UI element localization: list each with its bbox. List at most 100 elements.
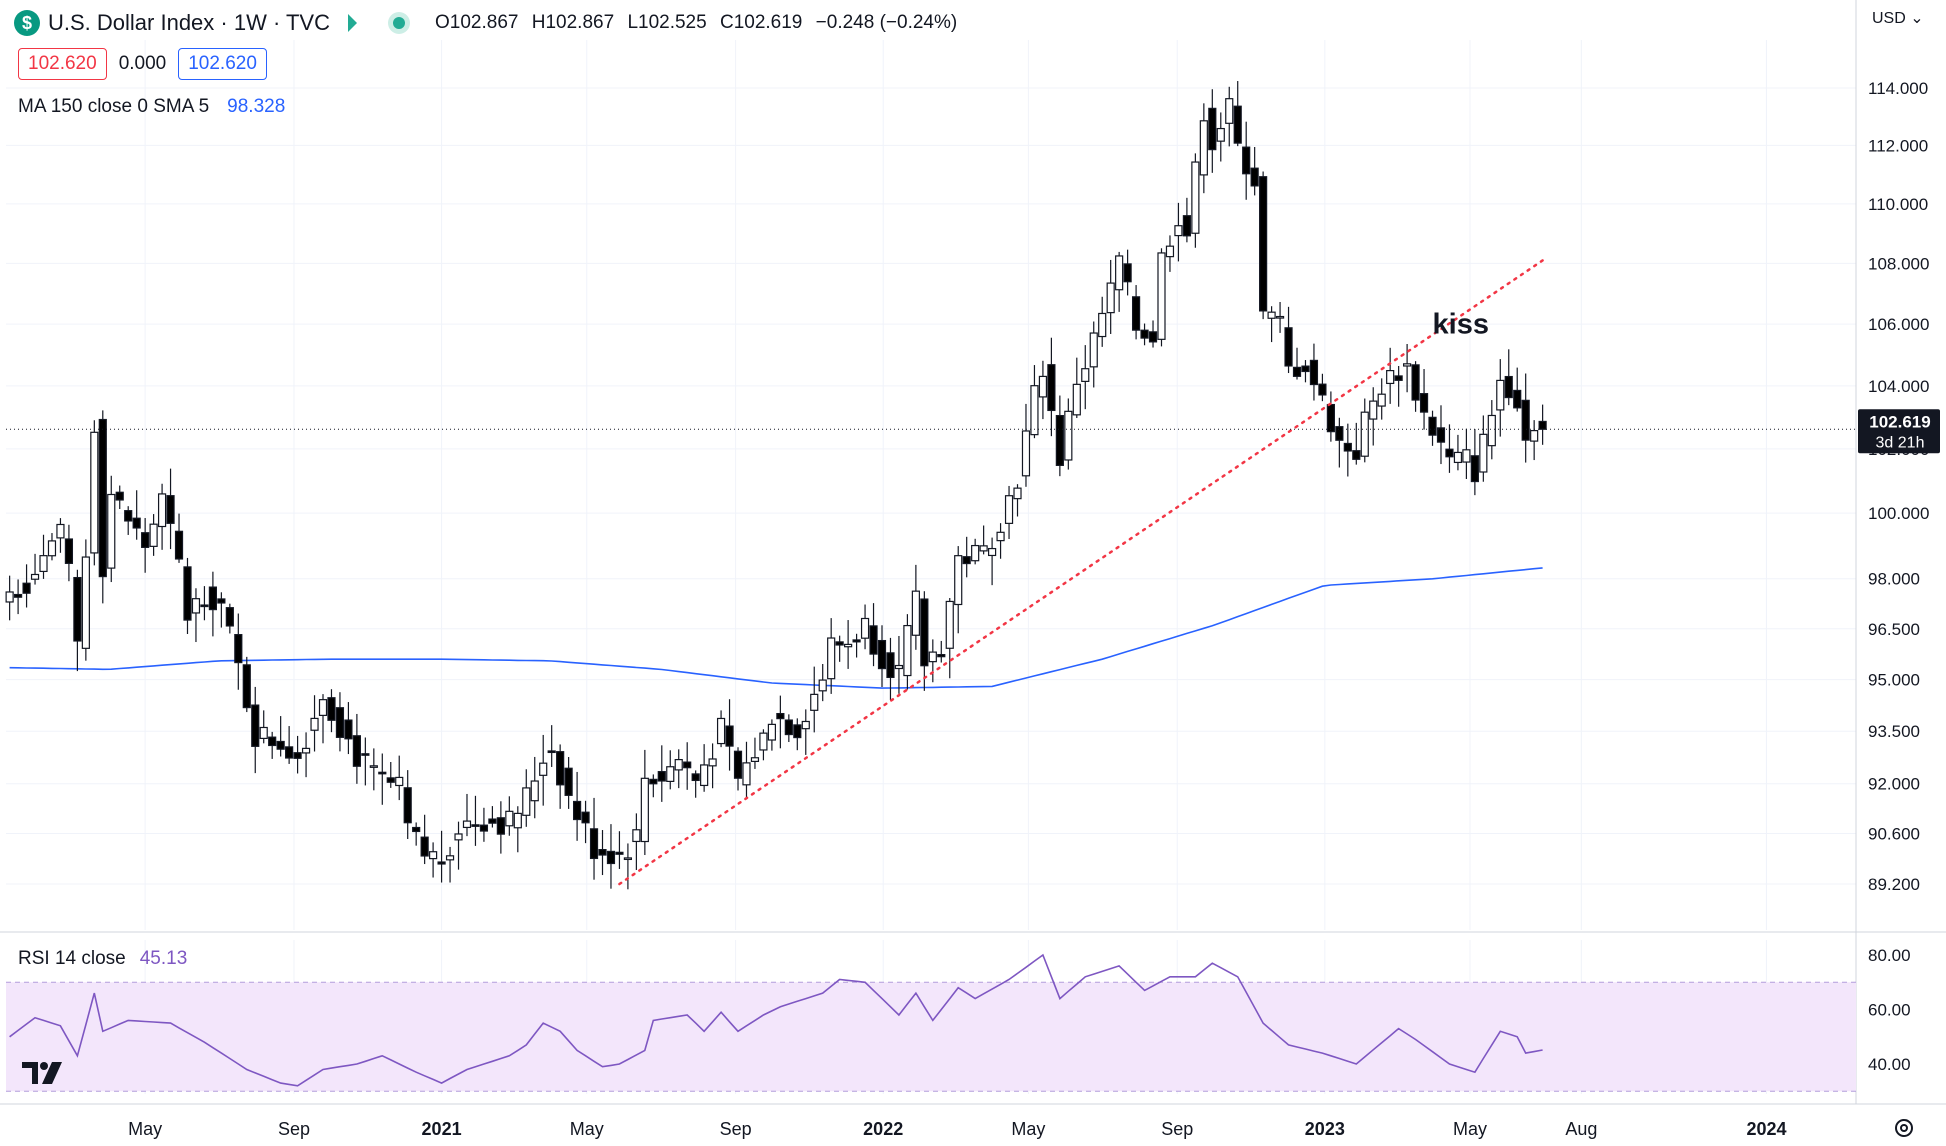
candle	[979, 525, 988, 555]
spread-value: 0.000	[118, 53, 167, 74]
time-tick-label[interactable]: Sep	[1161, 1119, 1193, 1139]
candle	[429, 842, 438, 878]
price-tick-label[interactable]: 112.000	[1868, 136, 1928, 155]
price-tick-label[interactable]: 90.600	[1868, 824, 1920, 843]
candle	[234, 613, 243, 690]
price-tick-label[interactable]: 93.500	[1868, 722, 1920, 741]
price-tick-label[interactable]: 110.000	[1868, 195, 1928, 214]
time-tick-label[interactable]: 2024	[1746, 1119, 1786, 1139]
candle	[1233, 81, 1242, 147]
candle	[335, 692, 345, 752]
candle	[1504, 349, 1513, 406]
candle	[598, 830, 607, 876]
price-tick-label[interactable]: 106.000	[1868, 315, 1929, 334]
candle	[1275, 302, 1285, 333]
time-tick-label[interactable]: 2022	[863, 1119, 903, 1139]
symbol-title[interactable]: U.S. Dollar Index · 1W · TVC	[48, 10, 330, 35]
candle	[1140, 323, 1149, 346]
ma-150-path	[9, 567, 1543, 689]
trendline-path[interactable]	[618, 259, 1544, 886]
candle	[157, 483, 167, 550]
candle	[174, 513, 184, 563]
candle	[115, 485, 124, 510]
trendline[interactable]	[618, 259, 1544, 886]
rsi-tick-label[interactable]: 60.00	[1868, 1001, 1911, 1020]
candle	[1021, 403, 1031, 487]
price-tick-label[interactable]: 89.200	[1868, 875, 1920, 894]
candle	[64, 524, 74, 582]
candle	[640, 749, 649, 856]
candle	[200, 586, 209, 621]
time-tick-label[interactable]: May	[1453, 1119, 1487, 1139]
candle	[1047, 337, 1056, 437]
rsi-tick-label[interactable]: 80.00	[1868, 946, 1911, 965]
candle	[860, 604, 870, 650]
time-tick-label[interactable]: 2023	[1305, 1119, 1345, 1139]
kiss-annotation[interactable]: kiss	[1433, 308, 1489, 340]
candle	[1165, 235, 1175, 272]
candle	[708, 743, 717, 789]
candle	[242, 656, 251, 713]
currency-selector[interactable]: USD ⌄	[1872, 8, 1924, 28]
dollar-logo-icon: $	[14, 10, 40, 36]
candle	[352, 713, 361, 784]
time-tick-label[interactable]: Sep	[720, 1119, 752, 1139]
price-tick-label[interactable]: 92.000	[1868, 775, 1920, 794]
flag-icon[interactable]	[348, 14, 357, 32]
price-tick-label[interactable]: 114.000	[1868, 79, 1928, 98]
tradingview-logo-icon[interactable]	[22, 1058, 72, 1088]
time-tick-label[interactable]: May	[128, 1119, 162, 1139]
time-tick-label[interactable]: Aug	[1565, 1119, 1597, 1139]
candle	[1487, 400, 1496, 460]
last-price-value: 102.619	[1869, 412, 1930, 431]
candle	[1242, 121, 1251, 200]
candle	[132, 490, 141, 540]
ma-150-line	[9, 567, 1543, 689]
candle	[1411, 361, 1420, 412]
time-tick-label[interactable]: Sep	[278, 1119, 310, 1139]
candle	[462, 793, 472, 837]
time-tick-label[interactable]: May	[1011, 1119, 1045, 1139]
candle	[522, 769, 531, 827]
price-tick-label[interactable]: 98.000	[1868, 570, 1920, 589]
rsi-value: 45.13	[139, 948, 188, 969]
candle	[1191, 153, 1200, 248]
last-price-label-bg[interactable]	[1858, 409, 1940, 454]
candle	[784, 714, 793, 743]
price-tick-label[interactable]: 96.500	[1868, 620, 1920, 639]
candle	[1496, 359, 1505, 437]
market-status-icon[interactable]	[393, 17, 405, 29]
candle	[556, 744, 565, 809]
gear-icon[interactable]	[1892, 1116, 1916, 1140]
trade-row: 102.620 0.000 102.620	[18, 48, 267, 80]
candle	[395, 755, 404, 801]
candle	[911, 564, 920, 650]
symbol-header[interactable]: $ U.S. Dollar Index · 1W · TVC O102.867 …	[14, 6, 965, 40]
sell-price-box[interactable]: 102.620	[18, 48, 107, 80]
time-tick-label[interactable]: May	[570, 1119, 604, 1139]
ma-legend[interactable]: MA 150 close 0 SMA 5 98.328	[18, 96, 285, 118]
candle	[657, 745, 666, 802]
candle	[954, 546, 963, 634]
buy-price-box[interactable]: 102.620	[178, 48, 267, 80]
candle	[208, 571, 217, 637]
candle	[285, 726, 294, 764]
candle	[141, 518, 150, 573]
price-tick-label[interactable]: 95.000	[1868, 671, 1920, 690]
rsi-tick-label[interactable]: 40.00	[1868, 1055, 1911, 1074]
candle	[191, 588, 201, 643]
price-tick-label[interactable]: 108.000	[1868, 254, 1929, 273]
candle	[1453, 434, 1463, 471]
candle	[733, 747, 743, 791]
candle	[572, 771, 582, 841]
price-tick-label[interactable]: 100.000	[1868, 504, 1929, 523]
price-tick-label[interactable]: 104.000	[1868, 377, 1929, 396]
candle	[1326, 391, 1335, 442]
candle	[445, 846, 455, 883]
candle	[471, 795, 480, 846]
candle	[73, 569, 82, 672]
rsi-legend[interactable]: RSI 14 close 45.13	[18, 948, 187, 970]
candle	[1072, 357, 1081, 419]
time-tick-label[interactable]: 2021	[422, 1119, 462, 1139]
